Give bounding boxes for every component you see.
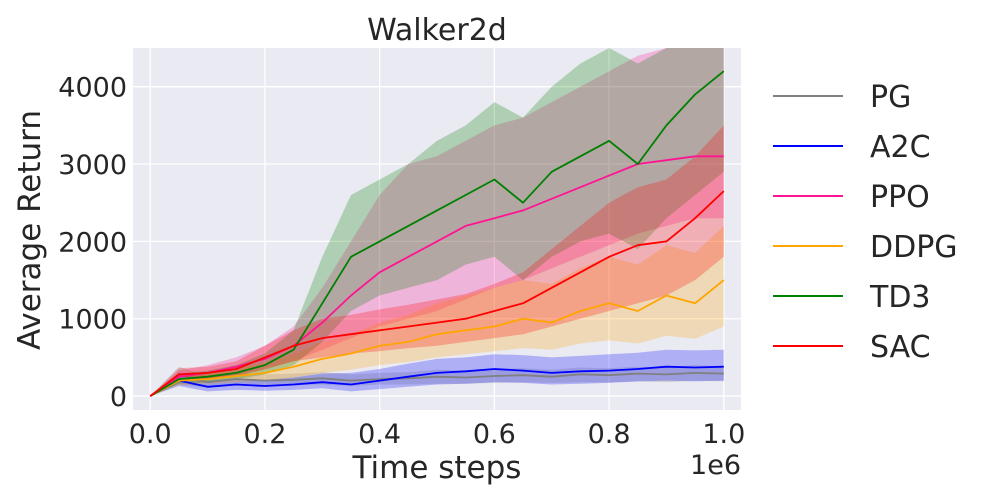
- y-axis-ticks: 0 1000 2000 3000 4000: [58, 73, 127, 413]
- series-line-pg: [149, 371, 724, 397]
- y-tick-label-4: 4000: [58, 73, 127, 104]
- y-tick-label-3: 3000: [58, 150, 127, 181]
- series-line-a2c: [149, 365, 724, 397]
- band-td3: [150, 48, 724, 397]
- series-line-sac: [149, 190, 725, 397]
- x-tick-label-0: 0.0: [129, 419, 172, 450]
- x-tick-label-3: 0.6: [473, 419, 516, 450]
- x-axis-offset-label: 1e6: [690, 450, 741, 481]
- legend: PG A2C PPO DDPG TD3 SAC: [773, 80, 958, 365]
- y-axis-label: Average Return: [12, 110, 48, 350]
- plot-background: [133, 48, 741, 410]
- y-tick-label-0: 0: [110, 382, 127, 413]
- series-lines: [149, 70, 725, 397]
- legend-label-ddpg: DDPG: [870, 230, 958, 265]
- band-ppo: [150, 48, 724, 397]
- chart-title: Walker2d: [367, 13, 507, 48]
- y-tick-label-1: 1000: [58, 305, 127, 336]
- legend-label-sac: SAC: [870, 330, 931, 365]
- x-tick-label-2: 0.4: [358, 419, 401, 450]
- x-axis-label: Time steps: [352, 450, 522, 486]
- x-axis-ticks: 0.0 0.2 0.4 0.6 0.8 1.0: [129, 419, 746, 450]
- band-pg: [150, 365, 724, 397]
- x-tick-label-5: 1.0: [702, 419, 745, 450]
- series-line-ppo: [149, 155, 724, 397]
- x-tick-label-4: 0.8: [588, 419, 631, 450]
- x-tick-label-1: 0.2: [243, 419, 286, 450]
- series-line-td3: [149, 70, 725, 397]
- legend-label-pg: PG: [870, 80, 911, 115]
- legend-label-td3: TD3: [869, 280, 931, 315]
- series-line-ddpg: [149, 279, 725, 397]
- legend-label-a2c: A2C: [870, 130, 931, 165]
- legend-label-ppo: PPO: [870, 180, 930, 215]
- y-tick-label-2: 2000: [58, 227, 127, 258]
- band-sac: [150, 125, 724, 397]
- band-ddpg: [150, 225, 724, 397]
